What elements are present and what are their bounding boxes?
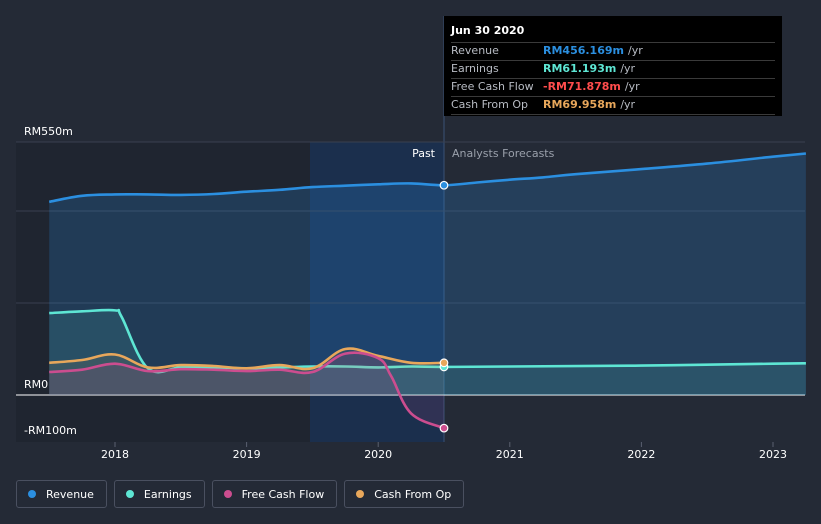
highlight-region-shade bbox=[310, 142, 444, 442]
past-label: Past bbox=[412, 147, 436, 160]
legend-item-free-cash-flow[interactable]: Free Cash Flow bbox=[211, 480, 338, 508]
revenue-point bbox=[439, 180, 449, 190]
legend-label: Revenue bbox=[46, 487, 94, 501]
tooltip-date: Jun 30 2020 bbox=[451, 24, 775, 43]
tooltip-label: Revenue bbox=[451, 44, 499, 57]
legend-dot-icon bbox=[125, 490, 134, 498]
legend-label: Free Cash Flow bbox=[241, 487, 325, 501]
tooltip-unit: /yr bbox=[624, 80, 640, 93]
y-tick-label: RM550m bbox=[24, 125, 73, 138]
chart-tooltip: Jun 30 2020 Revenue RM456.169m /yr Earni… bbox=[444, 16, 782, 116]
tooltip-row-revenue: Revenue RM456.169m /yr bbox=[451, 43, 775, 61]
legend-label: Earnings bbox=[143, 487, 192, 501]
y-tick-label: -RM100m bbox=[24, 424, 77, 437]
tooltip-row-cash-from-op: Cash From Op RM69.958m /yr bbox=[451, 97, 775, 115]
legend-item-cash-from-op[interactable]: Cash From Op bbox=[344, 480, 465, 508]
tooltip-value: -RM71.878m bbox=[543, 80, 621, 93]
earnings-area bbox=[49, 310, 806, 395]
chart-series bbox=[48, 152, 807, 433]
x-tick-label: 2022 bbox=[627, 448, 655, 461]
x-tick-label: 2018 bbox=[101, 448, 129, 461]
tooltip-row-free-cash-flow: Free Cash Flow -RM71.878m /yr bbox=[451, 79, 775, 97]
earnings-line bbox=[49, 308, 806, 374]
cash-from-op-line bbox=[49, 347, 445, 371]
tooltip-unit: /yr bbox=[627, 44, 643, 57]
tooltip-unit: /yr bbox=[620, 98, 636, 111]
legend-item-revenue[interactable]: Revenue bbox=[16, 480, 107, 508]
tooltip-unit: /yr bbox=[620, 62, 636, 75]
free-cash-flow-point bbox=[439, 423, 449, 433]
free-cash-flow-line bbox=[49, 351, 445, 430]
revenue-area bbox=[49, 153, 806, 395]
x-tick-label: 2020 bbox=[364, 448, 392, 461]
legend-item-earnings[interactable]: Earnings bbox=[113, 480, 205, 508]
x-tick-label: 2023 bbox=[759, 448, 787, 461]
x-tick-label: 2021 bbox=[496, 448, 524, 461]
chart-legend: Revenue Earnings Free Cash Flow Cash Fro… bbox=[16, 480, 465, 508]
x-tick-label: 2019 bbox=[233, 448, 261, 461]
tooltip-label: Earnings bbox=[451, 62, 499, 75]
forecast-label: Analysts Forecasts bbox=[452, 147, 555, 160]
y-tick-label: RM0 bbox=[24, 378, 48, 391]
legend-dot-icon bbox=[223, 490, 232, 498]
chart-gridlines bbox=[16, 141, 805, 447]
chart-labels: RM550m RM0 -RM100m 2018 2019 2020 2021 2022 2023… bbox=[24, 125, 787, 461]
tooltip-row-earnings: Earnings RM61.193m /yr bbox=[451, 61, 775, 79]
legend-label: Cash From Op bbox=[374, 487, 452, 501]
tooltip-label: Free Cash Flow bbox=[451, 80, 534, 93]
legend-dot-icon bbox=[356, 490, 365, 498]
cash-from-op-point bbox=[439, 358, 449, 368]
financial-chart: RM550m RM0 -RM100m 2018 2019 2020 2021 2022 2023… bbox=[16, 16, 807, 461]
tooltip-value: RM69.958m bbox=[543, 98, 617, 111]
tooltip-label: Cash From Op bbox=[451, 98, 529, 111]
revenue-line bbox=[48, 152, 807, 204]
tooltip-value: RM61.193m bbox=[543, 62, 617, 75]
legend-dot-icon bbox=[28, 490, 36, 498]
tooltip-value: RM456.169m bbox=[543, 44, 624, 57]
